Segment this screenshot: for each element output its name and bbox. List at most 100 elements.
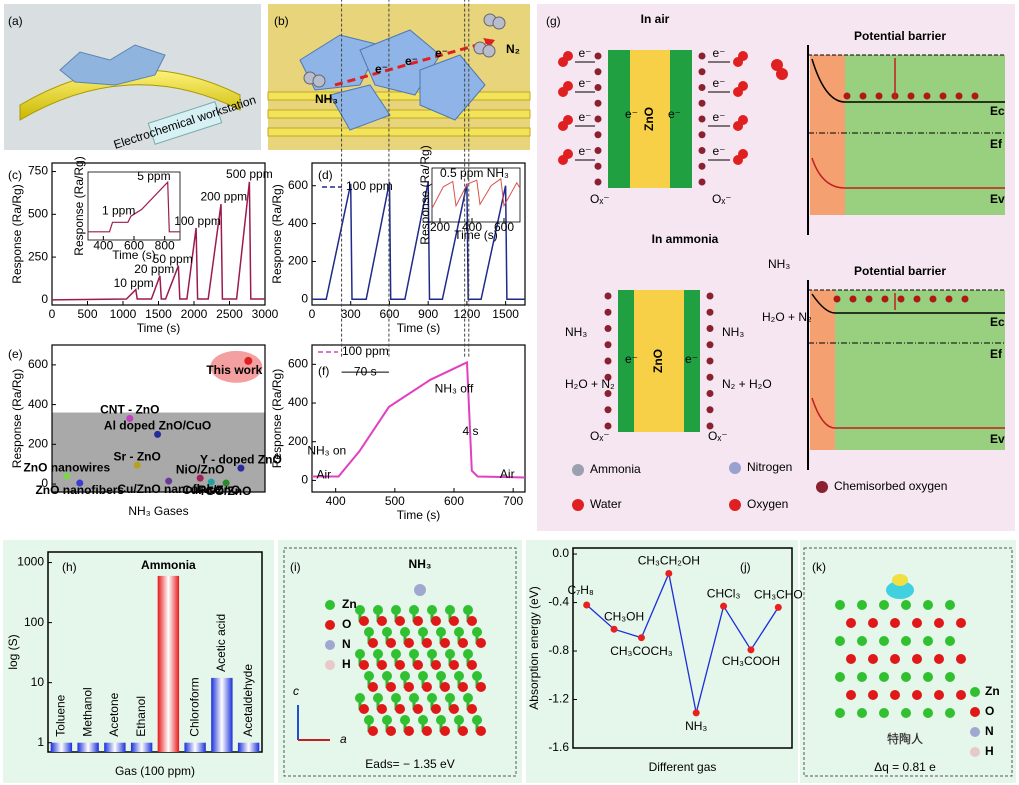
y-axis-label: Response (Ra/Rg) — [418, 145, 432, 244]
point-label: CH₃OH — [604, 609, 644, 623]
sensing-film — [59, 44, 166, 86]
legend-label: Water — [590, 497, 622, 511]
electron — [859, 92, 867, 100]
ion-label: Oₓ⁻ — [708, 429, 728, 443]
point — [692, 709, 700, 717]
x-tick-label: 0 — [49, 307, 56, 321]
atom — [391, 605, 401, 615]
oxygen — [563, 81, 573, 91]
chemisorbed-oxygen — [594, 162, 602, 170]
workstation-box — [147, 101, 223, 145]
bar — [157, 575, 180, 752]
atom — [414, 584, 426, 596]
point — [196, 474, 204, 482]
atom — [377, 704, 387, 714]
chemisorbed-oxygen — [698, 52, 706, 60]
oxygen — [738, 51, 748, 61]
electron — [955, 92, 963, 100]
atom — [901, 636, 911, 646]
y-axis-label: Response (Ra/Rg) — [270, 369, 284, 468]
category-label: Ammonia — [141, 558, 196, 572]
atom — [846, 690, 856, 700]
y-tick-label: 0 — [41, 292, 48, 306]
atom — [449, 616, 459, 626]
atom — [395, 704, 405, 714]
point — [774, 603, 782, 611]
plot-frame — [572, 547, 793, 749]
chemisorbed-oxygen — [698, 84, 706, 91]
legend-icon — [325, 640, 335, 650]
chemisorbed-oxygen — [698, 68, 706, 76]
band-label: Ec — [990, 104, 1005, 118]
panel-label: (h) — [62, 560, 77, 574]
electron-label: e⁻ — [435, 46, 448, 60]
point — [665, 569, 673, 577]
oxygen — [738, 149, 748, 159]
x-tick-label: 700 — [503, 494, 523, 508]
atom — [427, 649, 437, 659]
annotation: 4 s — [463, 424, 479, 438]
chemisorbed-oxygen — [594, 84, 602, 91]
slab-inner — [634, 290, 684, 432]
panel-label: (j) — [740, 560, 751, 574]
chemisorbed-oxygen — [604, 373, 612, 381]
atom — [956, 618, 966, 628]
atom — [463, 605, 473, 615]
legend-label: N — [342, 637, 351, 651]
y-tick-label: 400 — [288, 395, 308, 409]
atom — [427, 605, 437, 615]
y-tick-label: 0 — [301, 291, 308, 305]
chemisorbed-oxygen — [594, 52, 602, 60]
point — [126, 415, 134, 422]
plot-frame — [311, 162, 526, 306]
electron-label: e⁻ — [625, 107, 638, 121]
atom — [359, 660, 369, 670]
electron — [881, 295, 889, 303]
legend-icon — [729, 499, 741, 511]
atom — [422, 682, 432, 692]
electron — [833, 295, 841, 303]
molecule — [482, 44, 496, 58]
atom — [923, 672, 933, 682]
chemisorbed-oxygen — [698, 162, 706, 170]
bar — [237, 742, 260, 752]
atom — [413, 704, 423, 714]
annotation: 100 ppm — [174, 214, 221, 228]
data-line — [312, 181, 525, 301]
atom — [890, 690, 900, 700]
y-axis-label: Response (Ra/Rg) — [270, 184, 284, 283]
electron — [907, 92, 915, 100]
charge-density — [892, 574, 908, 586]
atom — [364, 627, 374, 637]
atom — [857, 708, 867, 718]
molecule-label: N₂ + H₂O — [722, 377, 772, 391]
chemisorbed-oxygen — [604, 292, 612, 300]
point — [207, 478, 215, 486]
point-label: Al doped ZnO/CuO — [104, 419, 211, 433]
atom — [395, 616, 405, 626]
atom — [418, 715, 428, 725]
atom — [431, 704, 441, 714]
atom — [467, 616, 477, 626]
annotation: 200 ppm — [200, 189, 247, 203]
chemisorbed-oxygen — [594, 68, 602, 76]
y-tick-label: 600 — [28, 357, 48, 371]
legend-label: Zn — [342, 597, 357, 611]
panel-label: (g) — [546, 14, 561, 28]
atom — [846, 618, 856, 628]
electron-path — [334, 38, 496, 87]
electron — [875, 92, 883, 100]
electron-label: e⁻ — [668, 107, 681, 121]
atom — [404, 638, 414, 648]
chemisorbed-oxygen — [604, 341, 612, 349]
atom — [418, 627, 428, 637]
chemisorbed-oxygen — [706, 292, 714, 300]
point-label: ZnO nanowires — [23, 460, 110, 474]
x-tick-label: 200 — [430, 220, 450, 234]
legend-label: Chemisorbed oxygen — [834, 479, 947, 493]
chemisorbed-oxygen — [706, 406, 714, 414]
legend-icon — [970, 747, 980, 757]
legend-label: Oxygen — [747, 497, 788, 511]
legend-icon — [325, 600, 335, 610]
